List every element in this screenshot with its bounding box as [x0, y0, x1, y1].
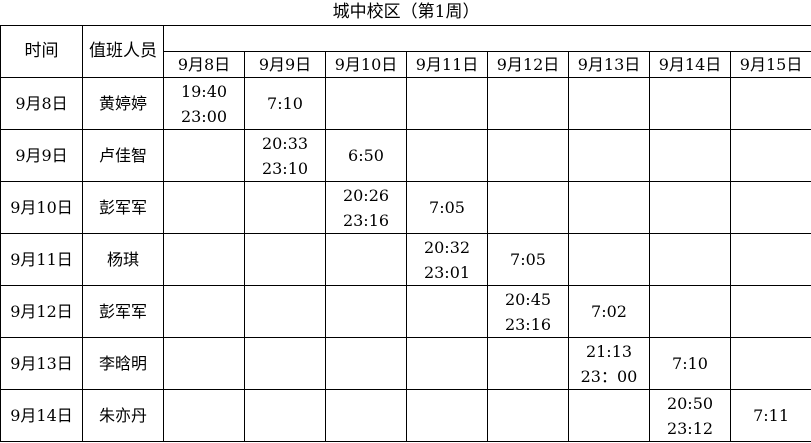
time-cell: 20:33 23:10 [244, 129, 326, 182]
time-cell: 20:26 23:16 [325, 181, 407, 234]
time-cell [163, 233, 245, 286]
time-cell: 7:05 [406, 181, 488, 234]
table-row: 9月9日 卢佳智 20:33 23:10 6:50 [0, 129, 811, 182]
time-cell: 7:05 [487, 233, 569, 286]
time-cell [325, 285, 407, 338]
time-cell [568, 77, 650, 130]
time-cell [406, 77, 488, 130]
header-time: 时间 [0, 25, 83, 78]
time-cell [568, 233, 650, 286]
time-cell [729, 233, 811, 286]
time-cell [244, 389, 326, 442]
time-cell [487, 337, 569, 390]
header-date: 9月9日 [244, 51, 326, 78]
time-cell [325, 389, 407, 442]
time-cell: 19:40 23:00 [163, 77, 245, 130]
time-cell [729, 129, 811, 182]
row-date: 9月9日 [0, 129, 83, 182]
table-row: 9月8日 黄婷婷 19:40 23:00 7:10 [0, 77, 811, 130]
table-row: 9月14日 朱亦丹 20:50 23:12 7:11 [0, 389, 811, 442]
time-cell [244, 285, 326, 338]
row-staff-name: 卢佳智 [82, 129, 164, 182]
table-row: 9月10日 彭军军 20:26 23:16 7:05 [0, 181, 811, 234]
time-cell [325, 233, 407, 286]
time-cell [649, 77, 731, 130]
time-cell [325, 337, 407, 390]
row-staff-name: 黄婷婷 [82, 77, 164, 130]
time-cell [406, 129, 488, 182]
time-cell [649, 181, 731, 234]
header-date: 9月15日 [729, 51, 811, 78]
time-cell [729, 181, 811, 234]
header-staff: 值班人员 [82, 25, 164, 78]
time-cell: 7:02 [568, 285, 650, 338]
row-date: 9月8日 [0, 77, 83, 130]
row-staff-name: 杨琪 [82, 233, 164, 286]
time-cell [163, 389, 245, 442]
time-cell [487, 389, 569, 442]
time-cell [244, 181, 326, 234]
time-cell [649, 129, 731, 182]
row-date: 9月11日 [0, 233, 83, 286]
time-cell: 6:50 [325, 129, 407, 182]
time-cell [163, 337, 245, 390]
header-date: 9月12日 [487, 51, 569, 78]
header-date: 9月13日 [568, 51, 650, 78]
header-date: 9月11日 [406, 51, 488, 78]
row-staff-name: 彭军军 [82, 285, 164, 338]
time-cell: 7:10 [244, 77, 326, 130]
row-staff-name: 李晗明 [82, 337, 164, 390]
time-cell [487, 181, 569, 234]
time-cell [163, 285, 245, 338]
time-cell [649, 285, 731, 338]
time-cell [244, 233, 326, 286]
time-cell [406, 285, 488, 338]
time-cell [729, 337, 811, 390]
header-date: 9月8日 [163, 51, 245, 78]
time-cell [568, 181, 650, 234]
header-date: 9月14日 [649, 51, 731, 78]
time-cell [163, 129, 245, 182]
time-cell: 20:50 23:12 [649, 389, 731, 442]
time-cell: 20:45 23:16 [487, 285, 569, 338]
header-date: 9月10日 [325, 51, 407, 78]
time-cell [406, 389, 488, 442]
time-cell [568, 129, 650, 182]
time-cell [729, 77, 811, 130]
time-cell: 21:13 23：00 [568, 337, 650, 390]
time-cell: 7:10 [649, 337, 731, 390]
row-date: 9月14日 [0, 389, 83, 442]
header-blank-row [162, 25, 811, 52]
time-cell [244, 337, 326, 390]
row-staff-name: 彭军军 [82, 181, 164, 234]
row-date: 9月13日 [0, 337, 83, 390]
time-cell [729, 285, 811, 338]
time-cell: 20:32 23:01 [406, 233, 488, 286]
row-date: 9月12日 [0, 285, 83, 338]
time-cell [163, 181, 245, 234]
time-cell [487, 77, 569, 130]
row-date: 9月10日 [0, 181, 83, 234]
table-title: 城中校区（第1周） [0, 0, 811, 26]
time-cell [406, 337, 488, 390]
time-cell [325, 77, 407, 130]
table-row: 9月11日 杨琪 20:32 23:01 7:05 [0, 233, 811, 286]
row-staff-name: 朱亦丹 [82, 389, 164, 442]
time-cell [568, 389, 650, 442]
table-row: 9月13日 李晗明 21:13 23：00 7:10 [0, 337, 811, 390]
time-cell: 7:11 [729, 389, 811, 442]
time-cell [649, 233, 731, 286]
time-cell [487, 129, 569, 182]
table-row: 9月12日 彭军军 20:45 23:16 7:02 [0, 285, 811, 338]
